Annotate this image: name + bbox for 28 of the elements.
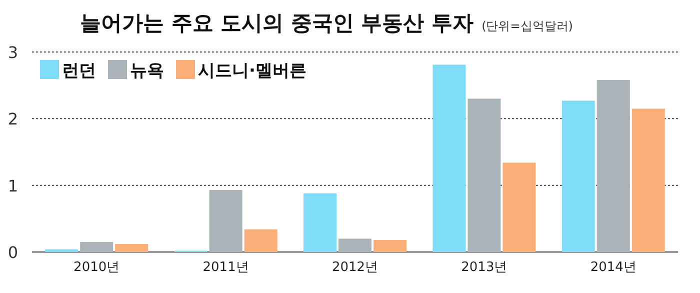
y-tick-label: 0 <box>8 243 18 262</box>
bar <box>304 193 336 252</box>
chart-title: 늘어가는 주요 도시의 중국인 부동산 투자 <box>80 11 474 35</box>
bar <box>632 108 665 252</box>
y-tick-label: 3 <box>8 43 18 62</box>
bar <box>374 240 406 252</box>
bar <box>115 244 148 252</box>
bar <box>338 238 372 252</box>
x-tick-label: 2011년 <box>202 260 249 275</box>
x-tick-label: 2013년 <box>461 260 508 275</box>
x-tick-label: 2012년 <box>332 260 378 275</box>
legend-label: 시드니·멜버른 <box>198 61 306 81</box>
bar <box>468 98 501 252</box>
x-tick-label: 2014년 <box>590 260 636 275</box>
y-tick-label: 1 <box>8 176 18 196</box>
bar <box>596 80 630 252</box>
chart-subtitle: (단위=십억달러) <box>482 19 573 33</box>
legend-label: 런던 <box>62 61 96 81</box>
bar <box>45 249 78 252</box>
bar <box>244 229 278 252</box>
x-tick-label: 2010년 <box>74 260 120 275</box>
bar <box>209 190 242 252</box>
y-tick-label: 2 <box>8 110 18 129</box>
bar <box>432 64 466 252</box>
legend-label: 뉴욕 <box>130 61 164 81</box>
bar <box>502 162 536 252</box>
bar <box>80 242 114 252</box>
bar <box>562 100 595 252</box>
